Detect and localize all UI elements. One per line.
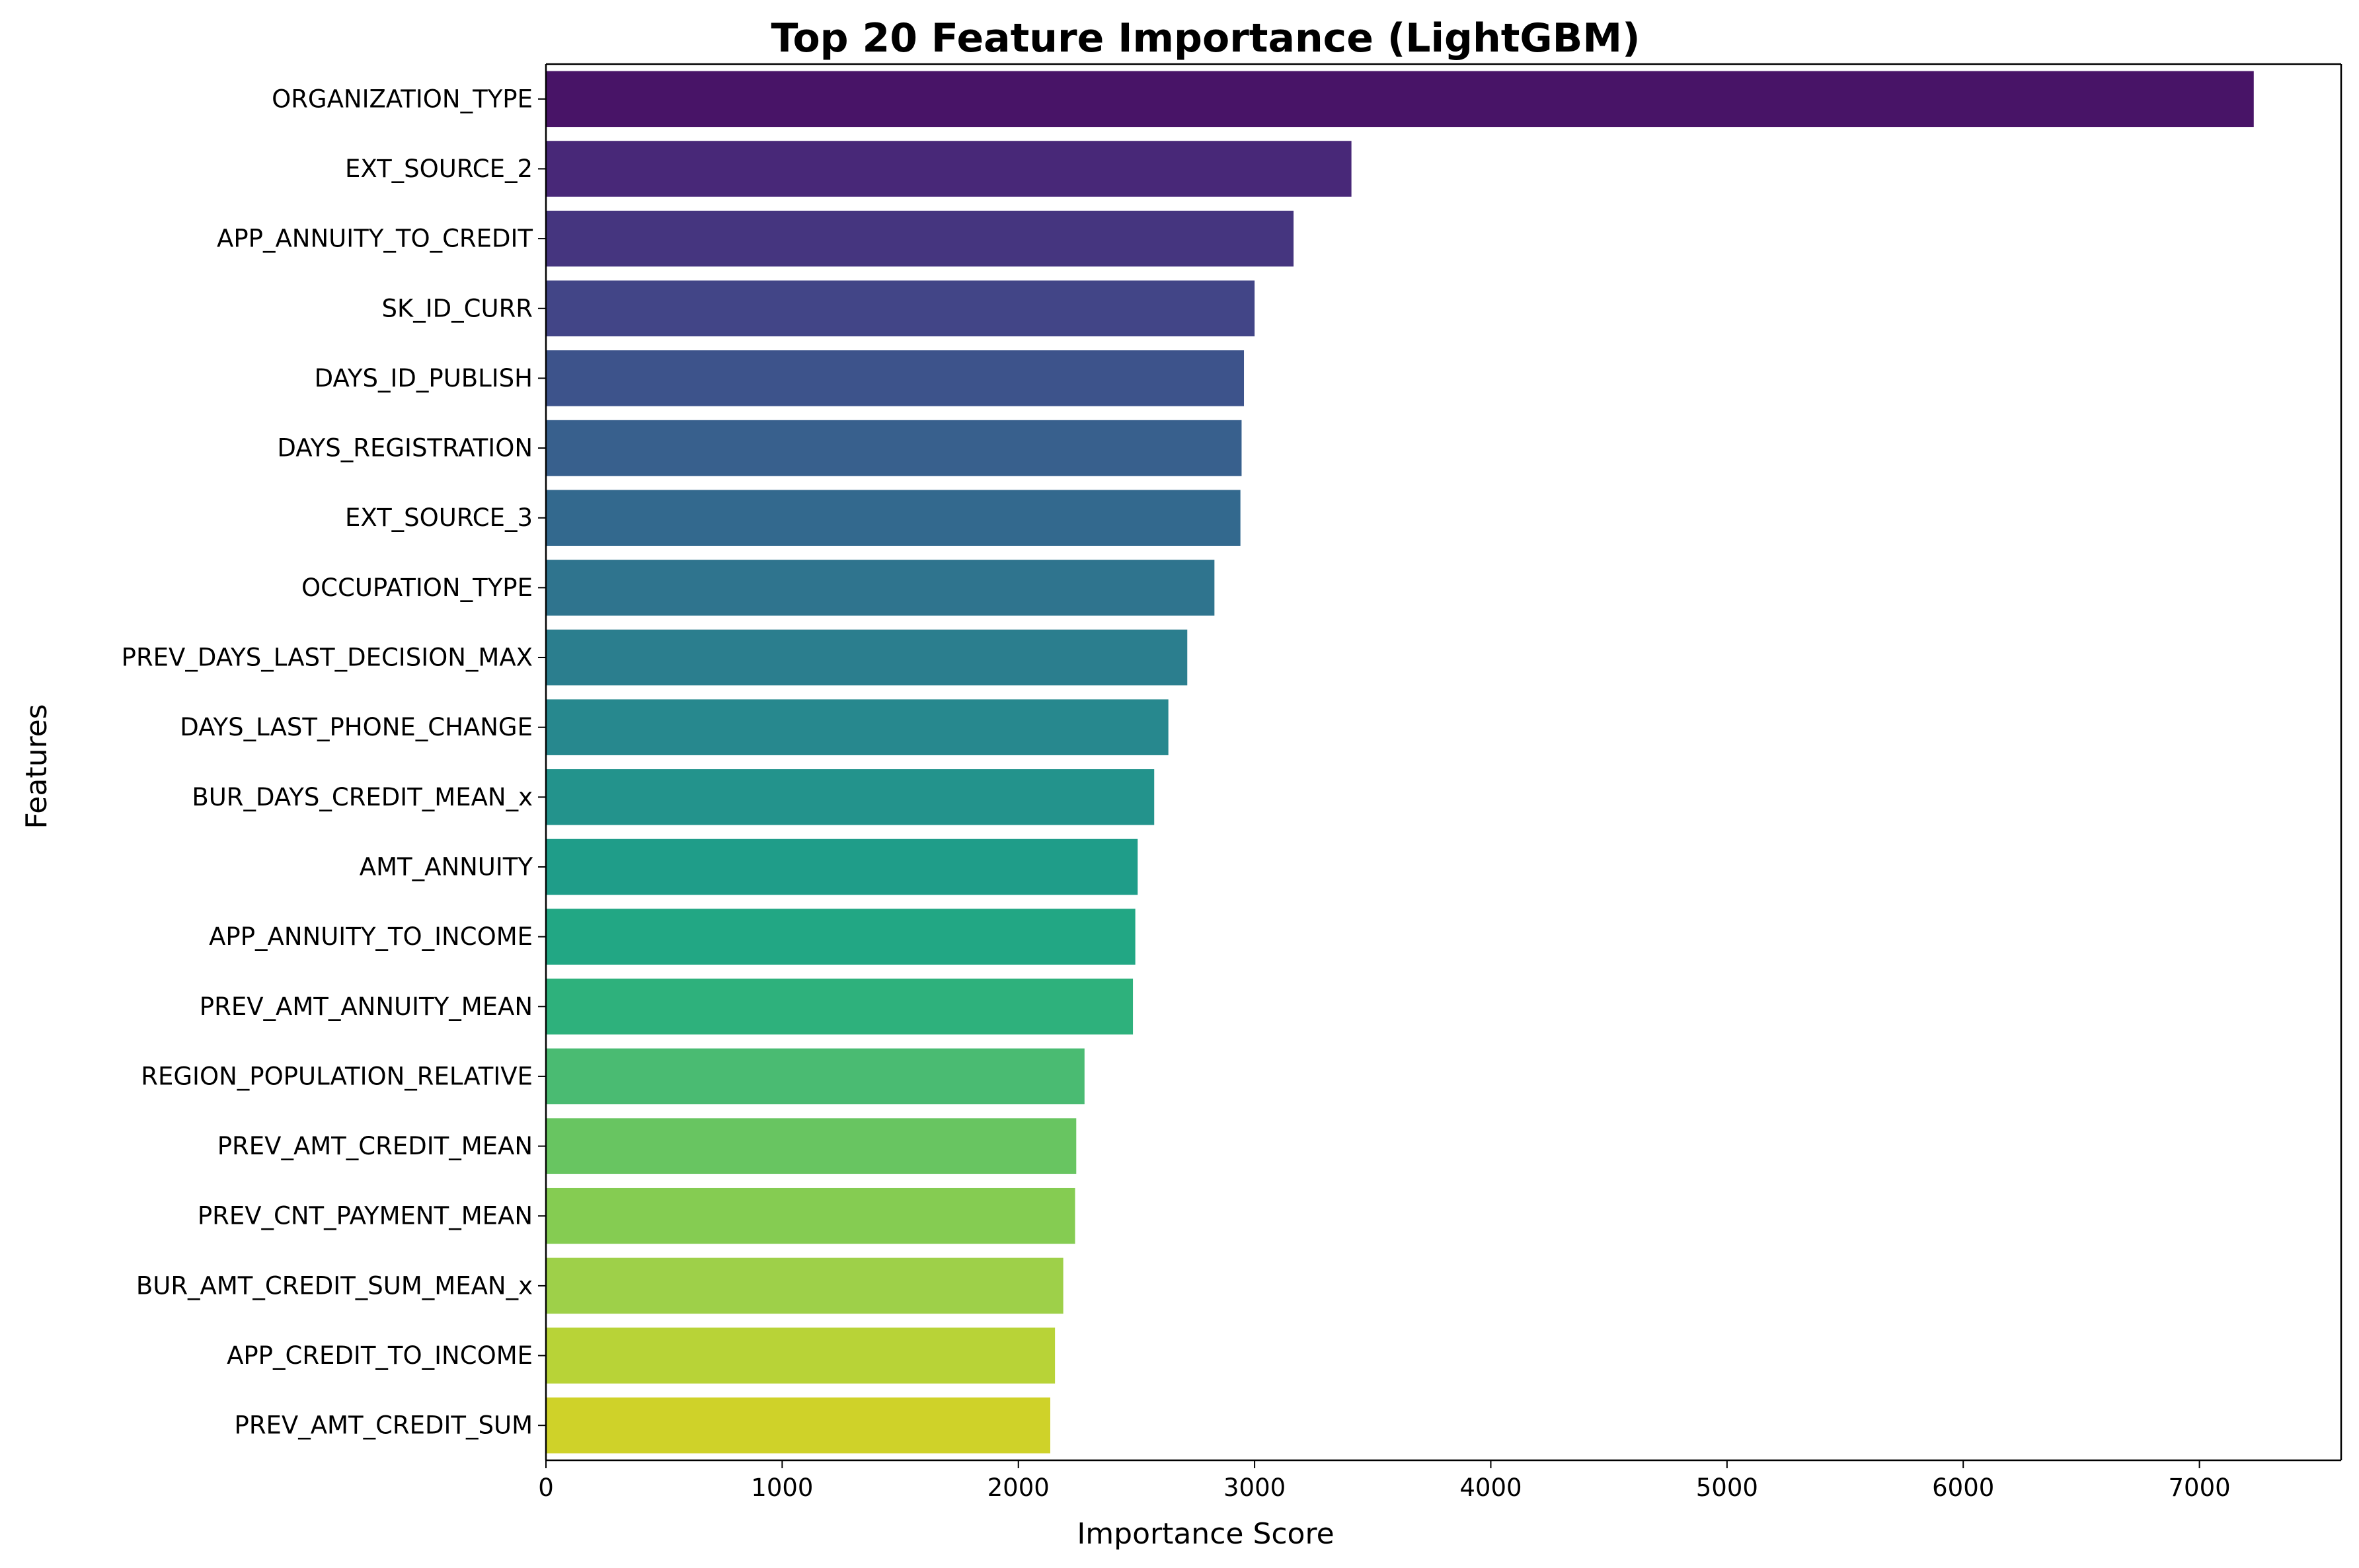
bar <box>546 769 1155 825</box>
bar <box>546 71 2254 128</box>
x-tick-label: 4000 <box>1459 1474 1522 1502</box>
y-tick-label: BUR_DAYS_CREDIT_MEAN_x <box>192 783 533 811</box>
bars-group <box>546 71 2254 1454</box>
x-tick-label: 1000 <box>751 1474 813 1502</box>
bar <box>546 141 1352 197</box>
x-tick-label: 0 <box>538 1474 554 1502</box>
y-tick-label: EXT_SOURCE_2 <box>345 155 533 183</box>
y-tick-label: DAYS_ID_PUBLISH <box>315 364 533 392</box>
x-axis-ticks: 0 1000 2000 3000 4000 5000 6000 7000 <box>538 1460 2231 1502</box>
y-tick-label: PREV_CNT_PAYMENT_MEAN <box>198 1202 533 1230</box>
y-tick-label: ORGANIZATION_TYPE <box>272 85 533 113</box>
x-tick-label: 2000 <box>987 1474 1050 1502</box>
y-tick-label: SK_ID_CURR <box>382 294 533 322</box>
x-axis-label: Importance Score <box>1077 1517 1334 1551</box>
bar <box>546 629 1188 686</box>
bar <box>546 1257 1063 1314</box>
bar <box>546 280 1255 337</box>
bar <box>546 1048 1085 1105</box>
bar <box>546 979 1134 1035</box>
bar <box>546 210 1294 267</box>
y-tick-label: EXT_SOURCE_3 <box>345 504 533 532</box>
y-axis-ticks: ORGANIZATION_TYPE EXT_SOURCE_2 APP_ANNUITY… <box>122 85 546 1440</box>
bar <box>546 699 1169 755</box>
y-tick-label: DAYS_REGISTRATION <box>277 434 533 463</box>
bar <box>546 1327 1056 1384</box>
y-tick-label: PREV_AMT_CREDIT_MEAN <box>217 1132 533 1160</box>
y-tick-label: PREV_AMT_CREDIT_SUM <box>235 1411 533 1440</box>
y-tick-label: DAYS_LAST_PHONE_CHANGE <box>180 713 533 741</box>
bar <box>546 490 1241 546</box>
y-tick-label: APP_ANNUITY_TO_INCOME <box>209 922 533 951</box>
x-tick-label: 7000 <box>2168 1474 2230 1502</box>
y-tick-label: AMT_ANNUITY <box>360 852 533 881</box>
y-tick-label: PREV_DAYS_LAST_DECISION_MAX <box>122 644 533 672</box>
chart-title: Top 20 Feature Importance (LightGBM) <box>771 15 1640 61</box>
y-tick-label: APP_ANNUITY_TO_CREDIT <box>217 225 533 253</box>
bar <box>546 1187 1075 1244</box>
bar <box>546 1397 1050 1454</box>
x-tick-label: 5000 <box>1696 1474 1758 1502</box>
bar <box>546 909 1136 965</box>
bar <box>546 350 1245 406</box>
y-tick-label: REGION_POPULATION_RELATIVE <box>141 1062 533 1090</box>
bar <box>546 420 1242 476</box>
y-tick-label: BUR_AMT_CREDIT_SUM_MEAN_x <box>136 1271 533 1300</box>
x-tick-label: 6000 <box>1932 1474 1994 1502</box>
bar <box>546 1118 1077 1174</box>
bar <box>546 560 1215 616</box>
y-axis-label: Features <box>20 704 54 829</box>
y-tick-label: APP_CREDIT_TO_INCOME <box>227 1341 533 1370</box>
x-tick-label: 3000 <box>1223 1474 1286 1502</box>
axes-spines <box>545 63 2342 1462</box>
y-tick-label: OCCUPATION_TYPE <box>301 574 533 602</box>
bar <box>546 839 1138 895</box>
y-tick-label: PREV_AMT_ANNUITY_MEAN <box>200 992 533 1021</box>
